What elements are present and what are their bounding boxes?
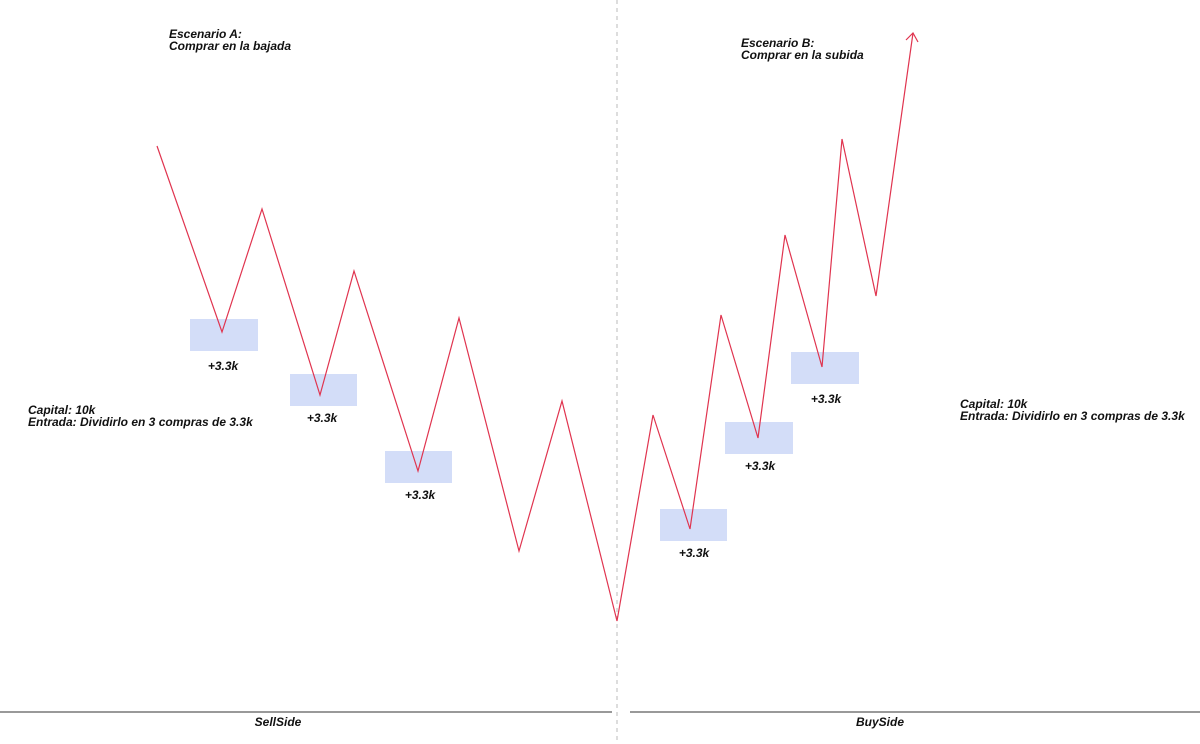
buy-label: +3.3k — [307, 411, 339, 425]
entry: Entrada: Dividirlo en 3 compras de 3.3k — [28, 415, 254, 429]
buy-label: +3.3k — [208, 359, 240, 373]
capital: Capital: 10k — [28, 403, 97, 417]
scenario-title: Escenario A: — [169, 27, 242, 41]
scenario-subtitle: Comprar en la subida — [741, 48, 864, 62]
buy-label: +3.3k — [745, 459, 777, 473]
buy-zone — [290, 374, 357, 406]
buy-label: +3.3k — [405, 488, 437, 502]
capital: Capital: 10k — [960, 397, 1029, 411]
buy-label: +3.3k — [679, 546, 711, 560]
entry: Entrada: Dividirlo en 3 compras de 3.3k — [960, 409, 1186, 423]
side-label: SellSide — [255, 715, 302, 729]
side-label: BuySide — [856, 715, 904, 729]
scenario-title: Escenario B: — [741, 36, 814, 50]
buy-zone — [791, 352, 859, 384]
scenario-subtitle: Comprar en la bajada — [169, 39, 291, 53]
buy-zone — [660, 509, 727, 541]
arrow-head — [905, 32, 919, 43]
buy-zone — [190, 319, 258, 351]
buy-label: +3.3k — [811, 392, 843, 406]
price-path — [156, 32, 914, 622]
